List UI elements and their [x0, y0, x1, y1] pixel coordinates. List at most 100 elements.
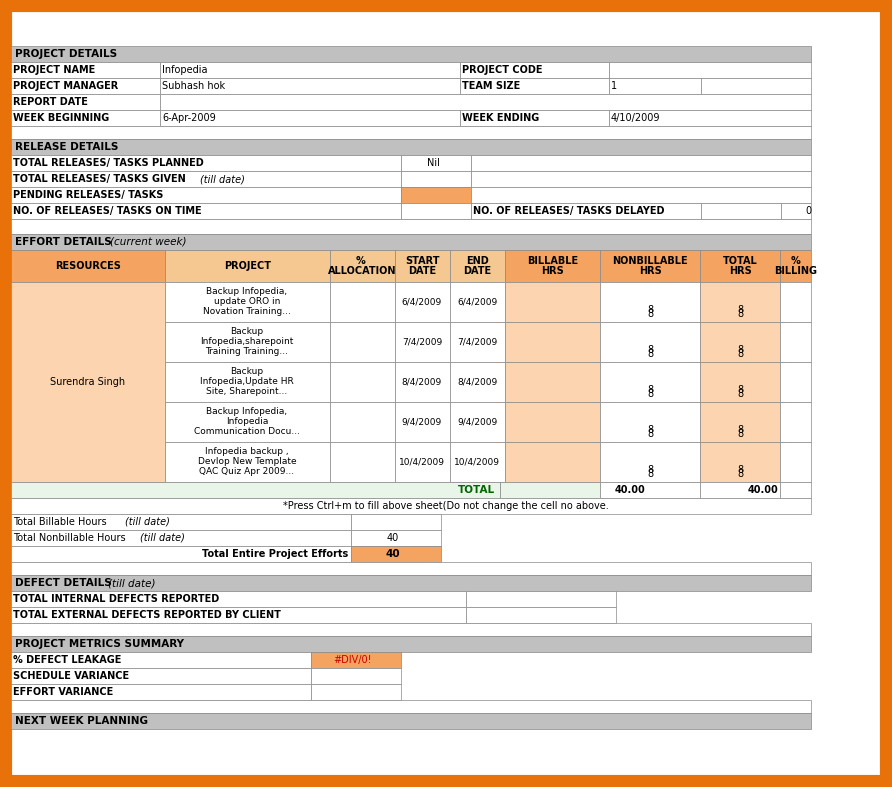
Bar: [609, 110, 811, 126]
Bar: [395, 402, 450, 442]
Text: 8: 8: [647, 305, 653, 315]
Text: ALLOCATION: ALLOCATION: [328, 266, 397, 276]
Bar: [351, 530, 441, 546]
Bar: [401, 187, 471, 203]
Bar: [701, 78, 811, 94]
Bar: [609, 78, 701, 94]
Bar: [11, 234, 811, 250]
Text: 8/4/2009: 8/4/2009: [402, 378, 442, 386]
Text: Backup: Backup: [230, 368, 263, 376]
Text: 8: 8: [737, 385, 743, 395]
Bar: [11, 46, 811, 62]
Bar: [600, 322, 700, 362]
Bar: [330, 250, 395, 282]
Text: WEEK ENDING: WEEK ENDING: [462, 113, 540, 123]
Text: PROJECT: PROJECT: [224, 261, 271, 271]
Bar: [780, 250, 811, 282]
Text: DEFECT DETAILS: DEFECT DETAILS: [15, 578, 115, 588]
Text: 8: 8: [647, 309, 653, 319]
Bar: [700, 322, 780, 362]
Bar: [11, 713, 811, 729]
Text: 7/4/2009: 7/4/2009: [402, 338, 442, 346]
Bar: [165, 250, 330, 282]
Text: 8: 8: [647, 345, 653, 355]
Text: 6-Apr-2009: 6-Apr-2009: [162, 113, 216, 123]
Text: 8: 8: [647, 349, 653, 359]
Bar: [11, 652, 311, 668]
Bar: [11, 62, 160, 78]
Bar: [700, 402, 780, 442]
Text: 8: 8: [737, 425, 743, 435]
Text: Training Training...: Training Training...: [205, 348, 288, 357]
Bar: [311, 652, 401, 668]
Bar: [11, 636, 811, 652]
Bar: [395, 362, 450, 402]
Text: Backup Infopedia,: Backup Infopedia,: [206, 287, 287, 297]
Text: 8: 8: [737, 469, 743, 479]
Bar: [160, 78, 460, 94]
Text: REPORT DATE: REPORT DATE: [13, 97, 88, 107]
Bar: [330, 362, 395, 402]
Bar: [11, 78, 160, 94]
Bar: [11, 250, 165, 282]
Bar: [351, 546, 441, 562]
Bar: [471, 171, 811, 187]
Bar: [700, 362, 780, 402]
Text: 8: 8: [647, 465, 653, 475]
Text: 40: 40: [387, 533, 399, 543]
Text: 9/4/2009: 9/4/2009: [457, 417, 497, 427]
Bar: [401, 171, 471, 187]
Text: EFFORT VARIANCE: EFFORT VARIANCE: [13, 687, 113, 697]
Text: (till date): (till date): [125, 517, 169, 527]
Text: 8: 8: [647, 429, 653, 439]
Text: TOTAL: TOTAL: [458, 485, 495, 495]
Text: Infopedia: Infopedia: [162, 65, 208, 75]
Bar: [11, 187, 401, 203]
Text: PROJECT NAME: PROJECT NAME: [13, 65, 95, 75]
Bar: [460, 62, 609, 78]
Text: Communication Docu...: Communication Docu...: [194, 427, 300, 437]
Bar: [11, 171, 401, 187]
Text: 8: 8: [647, 385, 653, 395]
Text: Infopedia backup ,: Infopedia backup ,: [205, 448, 289, 456]
Bar: [450, 402, 505, 442]
Text: (current week): (current week): [110, 237, 186, 247]
Text: RELEASE DETAILS: RELEASE DETAILS: [15, 142, 119, 152]
Text: 6/4/2009: 6/4/2009: [402, 297, 442, 306]
Text: 40.00: 40.00: [747, 485, 778, 495]
Text: BILLABLE: BILLABLE: [527, 256, 578, 266]
Text: 0: 0: [805, 206, 811, 216]
Bar: [450, 250, 505, 282]
Text: HRS: HRS: [541, 266, 564, 276]
Text: HRS: HRS: [729, 266, 751, 276]
Bar: [460, 78, 609, 94]
Text: %: %: [356, 256, 369, 266]
Bar: [471, 187, 811, 203]
Text: 8: 8: [647, 425, 653, 435]
Text: QAC Quiz Apr 2009...: QAC Quiz Apr 2009...: [200, 467, 294, 476]
Bar: [401, 203, 471, 219]
Bar: [11, 546, 351, 562]
Text: TEAM SIZE: TEAM SIZE: [462, 81, 520, 91]
Text: PROJECT CODE: PROJECT CODE: [462, 65, 542, 75]
Text: Total Nonbillable Hours: Total Nonbillable Hours: [13, 533, 128, 543]
Bar: [160, 110, 460, 126]
Bar: [450, 322, 505, 362]
Text: RESOURCES: RESOURCES: [55, 261, 121, 271]
Text: NO. OF RELEASES/ TASKS ON TIME: NO. OF RELEASES/ TASKS ON TIME: [13, 206, 202, 216]
Bar: [11, 498, 811, 514]
Text: Infopedia,Update HR: Infopedia,Update HR: [200, 378, 293, 386]
Bar: [11, 575, 811, 591]
Text: SCHEDULE VARIANCE: SCHEDULE VARIANCE: [13, 671, 129, 681]
Bar: [330, 402, 395, 442]
Text: NO. OF RELEASES/ TASKS DELAYED: NO. OF RELEASES/ TASKS DELAYED: [473, 206, 665, 216]
Bar: [395, 322, 450, 362]
Bar: [600, 402, 700, 442]
Text: 8: 8: [737, 309, 743, 319]
Text: 8: 8: [647, 469, 653, 479]
Text: Backup: Backup: [230, 327, 263, 337]
Bar: [505, 402, 600, 442]
Bar: [11, 668, 311, 684]
Text: TOTAL: TOTAL: [723, 256, 757, 266]
Text: (till date): (till date): [200, 174, 245, 184]
